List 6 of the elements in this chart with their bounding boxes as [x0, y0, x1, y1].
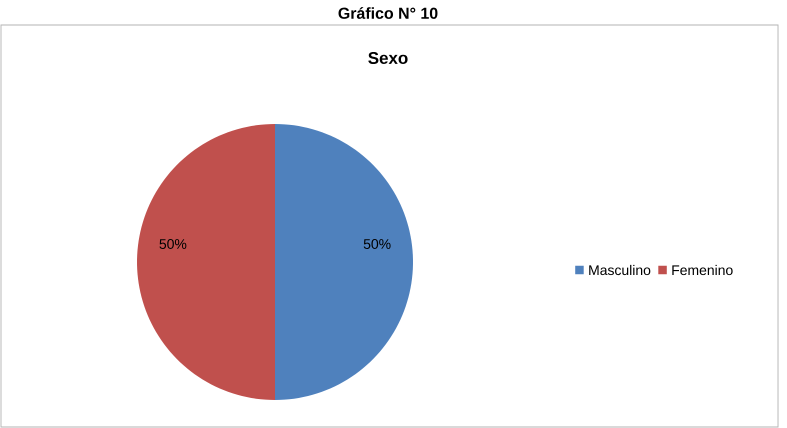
legend-label: Masculino	[589, 264, 650, 276]
chart-title: Gráfico N° 10	[338, 7, 438, 19]
data-label: 50%	[159, 239, 186, 249]
data-label: 50%	[364, 239, 391, 249]
legend-label: Femenino	[672, 264, 733, 276]
chart-subtitle: Sexo	[368, 52, 408, 64]
